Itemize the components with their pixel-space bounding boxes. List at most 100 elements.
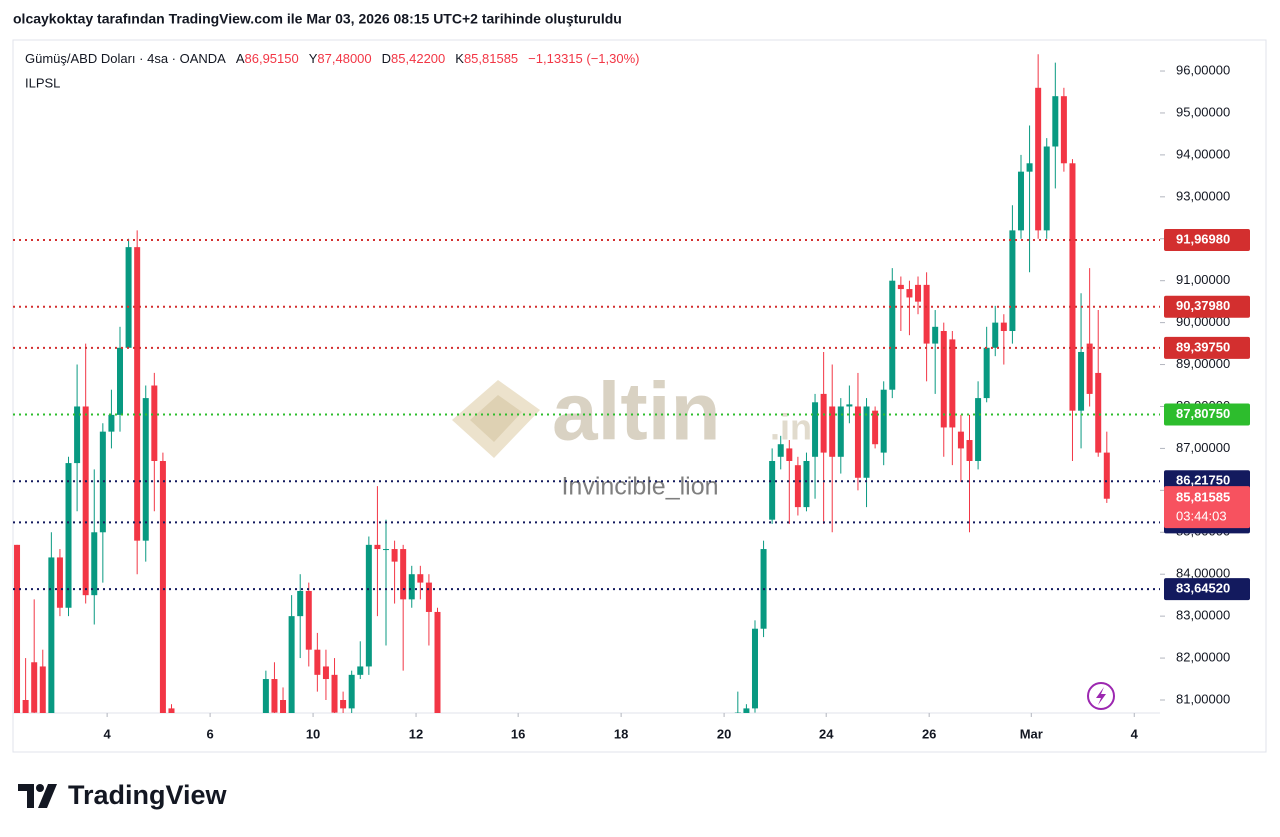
candle-body (331, 674, 338, 713)
indicator-label: ILPSL (25, 75, 60, 90)
candle-body (751, 628, 758, 709)
candle-body (829, 406, 836, 457)
candle-body (949, 339, 956, 428)
legend-value: 85,81585 (464, 51, 518, 66)
candle-body (786, 448, 793, 461)
candle-body (348, 674, 355, 709)
candle-body (39, 666, 46, 713)
candle-body (288, 616, 295, 713)
watermark-suffix: .in (770, 407, 812, 448)
candle-body (365, 544, 372, 667)
alert-icon-bolt[interactable] (1096, 687, 1106, 705)
candle-body (1035, 87, 1042, 231)
candle-body (305, 590, 312, 650)
candle-body (803, 460, 810, 508)
y-tick-label: 89,00000 (1176, 356, 1230, 371)
candle-body (854, 406, 861, 478)
watermark-brand: altin (552, 367, 721, 458)
candle-body (889, 280, 896, 390)
candle-body (297, 590, 304, 617)
price-box-label: 86,21750 (1176, 473, 1230, 488)
candle-body (1043, 146, 1050, 231)
candle-body (14, 544, 21, 713)
candle-body (863, 406, 870, 478)
candle-body (897, 284, 904, 290)
last-price-box (1164, 486, 1250, 529)
legend-value: 87,48000 (317, 51, 371, 66)
candle-body (56, 557, 63, 608)
candle-body (340, 700, 347, 709)
candle-body (1095, 372, 1102, 453)
price-box-label: 87,80750 (1176, 406, 1230, 421)
legend-key: A (236, 51, 245, 66)
candle-body (280, 700, 287, 713)
price-box (1164, 295, 1250, 318)
candle-body (125, 247, 132, 348)
x-tick-label: 16 (511, 726, 525, 741)
price-box (1164, 229, 1250, 252)
candle-body (820, 393, 827, 453)
candle-body (1103, 452, 1110, 499)
plot-area (14, 54, 1110, 713)
price-box (1164, 403, 1250, 426)
candle-body (837, 406, 844, 457)
chart-frame (12, 39, 1267, 753)
x-tick-label: 18 (614, 726, 628, 741)
logo-part (36, 784, 44, 792)
x-tick-label: 12 (409, 726, 423, 741)
candle-body (743, 708, 750, 713)
candle-body (91, 532, 98, 596)
candle-body (966, 440, 973, 461)
candle-body (168, 708, 175, 713)
candle-body (134, 247, 141, 541)
candle-body (374, 544, 381, 550)
candle-body (923, 284, 930, 344)
candle-body (1069, 163, 1076, 411)
legend: Gümüş/ABD Doları · 4sa · OANDA A86,95150 Y… (25, 51, 639, 66)
watermark: altin .in Invincible_lion (452, 367, 812, 501)
header-title: olcaykoktay tarafından TradingView.com i… (13, 11, 622, 27)
footer-logo: TradingView (18, 780, 228, 810)
candle-body (975, 398, 982, 461)
candle-body (271, 679, 278, 713)
y-tick-label: 83,00000 (1176, 608, 1230, 623)
logo-part (18, 784, 34, 808)
y-tick-label: 93,00000 (1176, 188, 1230, 203)
price-box-label: 90,37980 (1176, 298, 1230, 313)
legend-key: K (455, 51, 464, 66)
price-box (1164, 578, 1250, 601)
last-price-countdown: 03:44:03 (1176, 509, 1227, 524)
logo-part (38, 784, 57, 808)
candle-body (777, 444, 784, 457)
legend-symbol: Gümüş/ABD Doları · 4sa · OANDA (25, 51, 226, 66)
candle-body (82, 406, 89, 596)
candle-body (1000, 322, 1007, 332)
candle-body (117, 347, 124, 415)
candle-body (1086, 343, 1093, 394)
x-tick-label: 26 (922, 726, 936, 741)
price-box-label: 83,64520 (1176, 581, 1230, 596)
candle-body (1009, 230, 1016, 332)
candle-body (357, 666, 364, 675)
candle-body (734, 712, 741, 713)
candle-body (880, 389, 887, 453)
y-tick-label: 95,00000 (1176, 104, 1230, 119)
legend-value: 86,95150 (245, 51, 299, 66)
candle-body (391, 549, 398, 562)
candle-body (99, 431, 106, 533)
x-tick-label: 4 (104, 726, 112, 741)
y-tick-label: 91,00000 (1176, 272, 1230, 287)
alert-icon[interactable] (1087, 682, 1115, 710)
candle-body (1026, 163, 1033, 172)
y-tick-label: 96,00000 (1176, 62, 1230, 77)
candle-body (425, 582, 432, 612)
watermark-icon-inner (470, 395, 522, 442)
candle-body (794, 465, 801, 508)
legend-change: −1,13315 (−1,30%) (528, 51, 639, 66)
candle-body (262, 679, 269, 713)
y-tick-label: 82,00000 (1176, 650, 1230, 665)
candle-body (400, 549, 407, 600)
x-tick-label: 10 (306, 726, 320, 741)
price-box (1164, 336, 1250, 359)
candle-body (142, 398, 149, 541)
